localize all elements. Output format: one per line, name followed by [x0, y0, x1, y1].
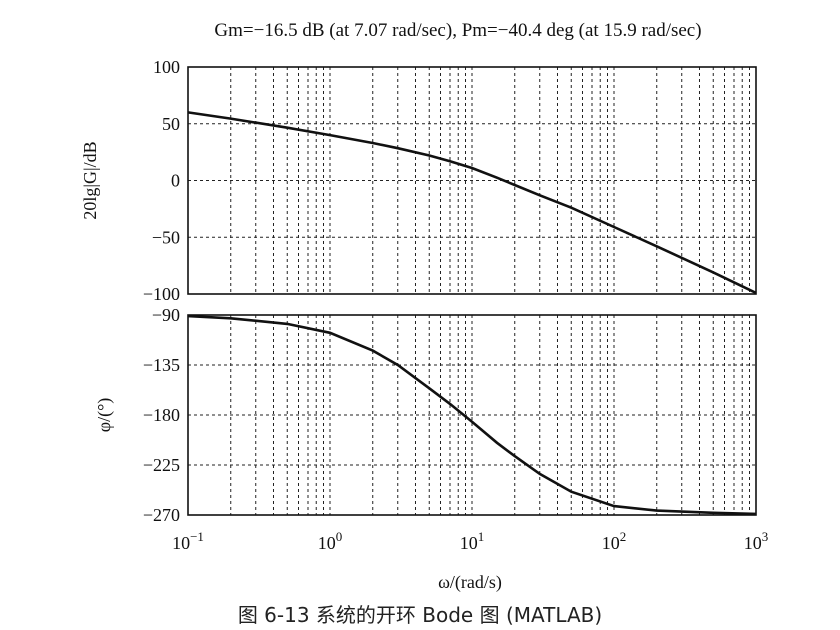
x-tick-label: 102	[602, 529, 627, 553]
y-tick-label: −135	[143, 355, 180, 375]
x-tick-label: 10−1	[172, 529, 204, 553]
y-tick-label: −100	[143, 284, 180, 304]
x-tick-label: 101	[460, 529, 485, 553]
y-tick-label: 0	[171, 171, 180, 191]
phase-y-ticks: −90 −135 −180 −225 −270	[143, 305, 180, 525]
magnitude-frame	[187, 66, 757, 295]
figure-caption: 图 6-13 系统的开环 Bode 图 (MATLAB)	[238, 603, 602, 627]
phase-curve	[187, 314, 757, 516]
y-tick-label: −90	[152, 305, 180, 325]
magnitude-grid	[188, 67, 756, 294]
x-tick-label: 100	[318, 529, 343, 553]
magnitude-panel: 100 50 0 −50 −100 20lg|G|/dB	[80, 57, 757, 304]
magnitude-curve	[187, 111, 757, 295]
phase-frame	[187, 314, 757, 516]
y-tick-label: −180	[143, 405, 180, 425]
x-tick-label: 103	[744, 529, 769, 553]
magnitude-y-ticks: 100 50 0 −50 −100	[143, 57, 180, 304]
phase-y-label: φ/(°)	[94, 398, 115, 433]
y-tick-label: 50	[162, 114, 180, 134]
y-tick-label: 100	[153, 57, 180, 77]
y-tick-label: −225	[143, 455, 180, 475]
x-ticks: 10−1 100 101 102 103	[172, 529, 768, 553]
x-axis-label: ω/(rad/s)	[438, 572, 502, 593]
phase-panel: −90 −135 −180 −225 −270 φ/(°)	[94, 305, 757, 525]
magnitude-y-label: 20lg|G|/dB	[80, 141, 100, 219]
chart-title: Gm=−16.5 dB (at 7.07 rad/sec), Pm=−40.4 …	[214, 20, 701, 41]
y-tick-label: −270	[143, 505, 180, 525]
y-tick-label: −50	[152, 227, 180, 247]
phase-grid	[188, 315, 756, 515]
